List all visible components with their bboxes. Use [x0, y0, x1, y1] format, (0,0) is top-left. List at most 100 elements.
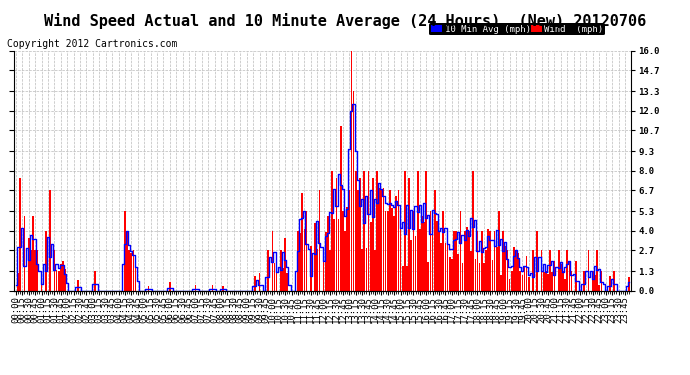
Bar	[457, 254, 459, 291]
Bar	[337, 219, 339, 291]
Bar	[588, 250, 589, 291]
Bar	[498, 211, 500, 291]
Bar	[49, 190, 51, 291]
Bar	[629, 278, 630, 291]
Bar	[483, 263, 485, 291]
Bar	[327, 216, 328, 291]
Bar	[325, 232, 326, 291]
Bar	[364, 171, 365, 291]
Bar	[310, 246, 312, 291]
Bar	[536, 231, 538, 291]
Bar	[271, 231, 273, 291]
Bar	[387, 211, 388, 291]
Bar	[380, 190, 382, 291]
Bar	[547, 274, 549, 291]
Bar	[58, 271, 59, 291]
Bar	[395, 196, 397, 291]
Bar	[449, 257, 451, 291]
Bar	[558, 250, 560, 291]
Bar	[494, 231, 495, 291]
Bar	[255, 276, 256, 291]
Bar	[135, 261, 137, 291]
Bar	[389, 190, 391, 291]
Bar	[353, 91, 355, 291]
Bar	[397, 190, 400, 291]
Bar	[524, 267, 525, 291]
Bar	[32, 216, 34, 291]
Bar	[299, 233, 301, 291]
Bar	[411, 240, 412, 291]
Bar	[378, 188, 380, 291]
Bar	[522, 275, 523, 291]
Bar	[487, 229, 489, 291]
Bar	[41, 271, 42, 291]
Bar	[331, 171, 333, 291]
Bar	[479, 263, 480, 291]
Bar	[64, 269, 66, 291]
Bar	[359, 178, 361, 291]
Bar	[304, 229, 305, 291]
Bar	[419, 229, 421, 291]
Bar	[506, 250, 509, 291]
Bar	[526, 256, 527, 291]
Bar	[462, 263, 464, 291]
Bar	[569, 262, 570, 291]
Bar	[421, 216, 423, 291]
Bar	[496, 247, 497, 291]
Bar	[344, 231, 346, 291]
Bar	[56, 270, 57, 291]
Bar	[329, 251, 331, 291]
Bar	[515, 250, 517, 291]
Bar	[489, 231, 491, 291]
Bar	[340, 126, 342, 291]
Bar	[126, 231, 128, 291]
Bar	[442, 211, 444, 291]
Bar	[94, 271, 96, 291]
Bar	[28, 238, 30, 291]
Bar	[282, 268, 284, 291]
Bar	[509, 279, 511, 291]
Bar	[124, 211, 126, 291]
Bar	[453, 231, 455, 291]
Bar	[23, 216, 26, 291]
Bar	[62, 261, 63, 291]
Bar	[434, 190, 435, 291]
Bar	[366, 248, 367, 291]
Bar	[511, 271, 513, 291]
Bar	[600, 271, 602, 291]
Bar	[222, 286, 224, 291]
Bar	[436, 220, 437, 291]
Bar	[148, 286, 149, 291]
Bar	[302, 193, 303, 291]
Bar	[342, 211, 344, 291]
Bar	[393, 216, 395, 291]
Bar	[613, 271, 615, 291]
Bar	[335, 178, 337, 291]
Bar	[323, 261, 324, 291]
Bar	[45, 231, 47, 291]
Bar	[372, 178, 374, 291]
Bar	[440, 243, 442, 291]
Bar	[408, 178, 410, 291]
Bar	[267, 250, 269, 291]
Bar	[596, 250, 598, 291]
Bar	[500, 275, 502, 291]
Bar	[432, 228, 433, 291]
Bar	[518, 253, 519, 291]
Bar	[430, 211, 431, 291]
Bar	[259, 273, 260, 291]
Bar	[485, 250, 487, 291]
Bar	[274, 263, 275, 291]
Bar	[415, 236, 416, 291]
Bar	[212, 285, 213, 291]
Bar	[314, 223, 316, 291]
Bar	[276, 261, 277, 291]
Bar	[541, 250, 542, 291]
Bar	[413, 211, 414, 291]
Bar	[17, 273, 19, 291]
Bar	[383, 188, 384, 291]
Bar	[385, 211, 386, 291]
Bar	[423, 222, 425, 291]
Text: Copyright 2012 Cartronics.com: Copyright 2012 Cartronics.com	[7, 39, 177, 50]
Bar	[564, 279, 566, 291]
